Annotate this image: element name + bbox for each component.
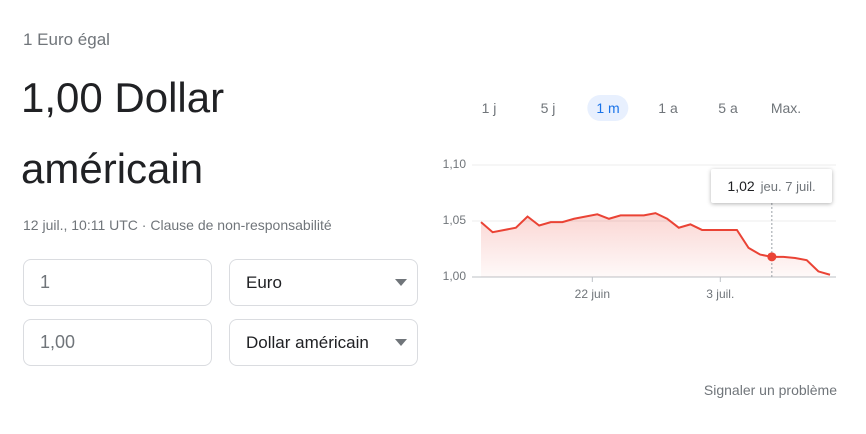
y-tick-label: 1,00 [443,269,467,283]
result: 1,00 Dollar américain [21,74,225,192]
currency-select[interactable]: Euro [229,259,418,306]
dropdown-arrow [395,339,407,346]
range-tab[interactable]: 5 j [540,100,556,116]
x-tick-label: 3 juil. [706,287,734,301]
separator: · [141,217,147,233]
meta: 12 juil., 10:11 UTC · Clause de non-resp… [23,217,332,233]
range-tab[interactable]: Max. [770,100,802,116]
line [480,212,831,276]
range-tab[interactable]: 1 m [587,95,629,121]
timestamp: 12 juil., 10:11 UTC [23,217,138,233]
report-link[interactable]: Signaler un problème [703,382,837,398]
disclaimer[interactable]: Clause de non-responsabilité [150,217,332,233]
amount-input[interactable]: 1 [23,259,212,306]
currency-select[interactable]: Dollar américain [229,319,418,366]
area [481,213,830,277]
amount-input[interactable]: 1,00 [23,319,212,366]
y-tick-label: 1,10 [443,157,467,171]
currency: Dollar américain [246,333,369,352]
range-tab[interactable]: 5 a [718,100,738,116]
subtitle: 1 Euro égal [23,30,110,49]
range-tab[interactable]: 1 a [658,100,678,116]
tooltip-date: jeu. 7 juil. [760,179,816,194]
range-tab[interactable]: 1 j [481,100,497,116]
currency: Euro [246,273,282,292]
tooltip-dot [767,252,777,262]
dropdown-arrow [395,279,407,286]
y-tick-label: 1,05 [443,213,467,227]
tooltip: 1,02 jeu. 7 juil. [711,169,832,203]
x-tick-label: 22 juin [575,287,610,301]
tooltip-value: 1,02 [727,178,755,194]
